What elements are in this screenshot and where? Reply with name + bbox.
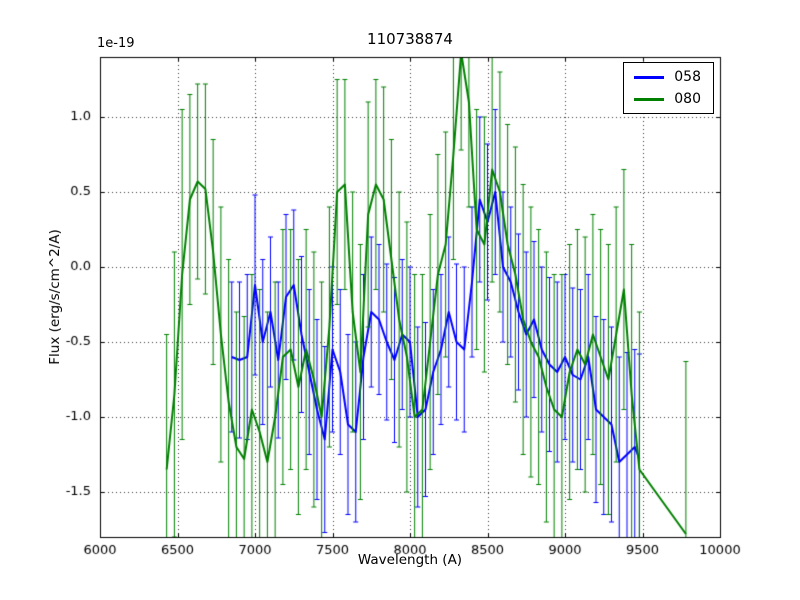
chart-title: 110738874 [367, 30, 453, 48]
legend-entry-080: 080 [634, 92, 701, 106]
x-axis-label: Wavelength (A) [357, 552, 463, 568]
y-axis-offset-label: 1e-19 [97, 36, 135, 51]
legend-line-sample-green [634, 97, 665, 101]
legend-label: 058 [674, 69, 701, 85]
legend-entry-058: 058 [634, 70, 701, 84]
legend: 058 080 [623, 62, 714, 114]
y-axis-label: Flux (erg/s/cm^2/A) [47, 229, 63, 365]
legend-line-sample-blue [634, 75, 665, 79]
legend-label: 080 [674, 91, 701, 107]
